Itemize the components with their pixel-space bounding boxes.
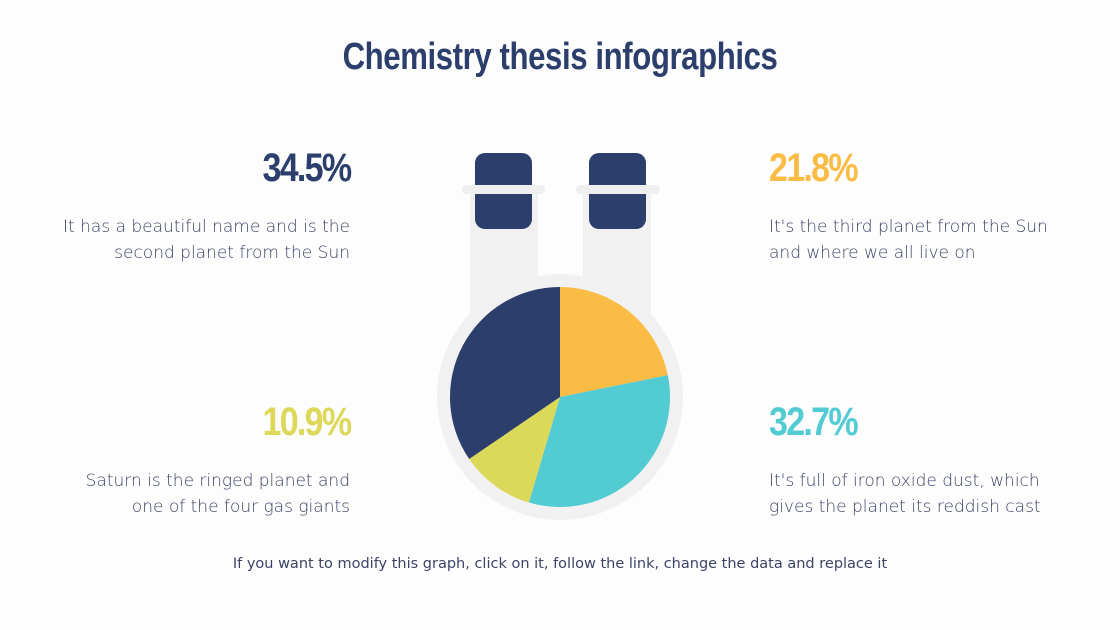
description-line: It's full of iron oxide dust, which [769,471,1040,491]
description-line: Saturn is the ringed planet and [85,471,350,491]
description-line: and where we all live on [769,243,976,263]
pie-slice-earth[interactable] [560,287,668,397]
stat-value-earth: 21.8% [769,146,1089,191]
stat-description-mars: It's full of iron oxide dust, which give… [769,468,1089,520]
stat-number: 21.8% [769,146,859,190]
description-line: second planet from the Sun [114,243,350,263]
pie-slice-venus[interactable] [450,287,560,460]
stat-number: 10.9% [262,400,352,444]
stat-number: 34.5% [262,146,352,190]
description-line: gives the planet its reddish cast [769,497,1041,517]
stat-value-mars: 32.7% [769,400,1089,445]
stat-description-venus: It has a beautiful name and is the secon… [30,214,350,266]
stat-number: 32.7% [769,400,859,444]
flask-left-rim [462,185,545,194]
stat-value-venus: 34.5% [30,146,352,191]
stat-description-saturn: Saturn is the ringed planet and one of t… [30,468,350,520]
description-line: It's the third planet from the Sun [769,217,1048,237]
stat-description-earth: It's the third planet from the Sun and w… [769,214,1089,266]
flask-right-rim [576,185,660,194]
description-line: one of the four gas giants [131,497,350,517]
pie-slice-mars[interactable] [528,375,671,507]
stat-value-saturn: 10.9% [30,400,352,445]
footer-note: If you want to modify this graph, click … [232,556,888,572]
page-title: Chemistry thesis infographics [342,36,778,78]
pie-chart[interactable] [450,287,671,507]
description-line: It has a beautiful name and is the [63,217,350,237]
pie-slice-saturn[interactable] [469,397,560,503]
